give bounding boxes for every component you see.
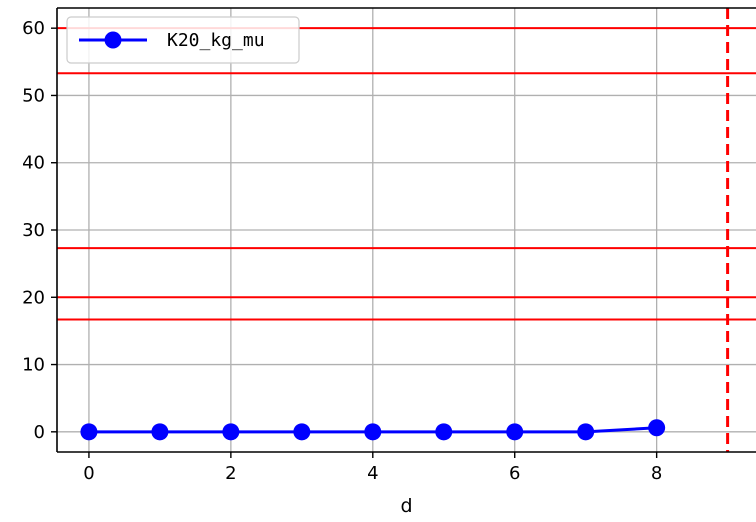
y-tick-label: 50 bbox=[22, 85, 45, 106]
x-tick-label: 0 bbox=[83, 463, 94, 484]
x-tick-label: 2 bbox=[225, 463, 236, 484]
data-point bbox=[506, 423, 524, 441]
y-tick-label: 30 bbox=[22, 220, 45, 241]
y-tick-label: 20 bbox=[22, 287, 45, 308]
y-tick-label: 10 bbox=[22, 355, 45, 376]
y-tick-label: 40 bbox=[22, 153, 45, 174]
data-point bbox=[151, 423, 169, 441]
legend-marker bbox=[104, 31, 122, 49]
legend-label: K20_kg_mu bbox=[167, 30, 265, 51]
data-point bbox=[80, 423, 98, 441]
series-layer bbox=[80, 419, 666, 441]
y-tick-label: 0 bbox=[34, 422, 45, 443]
legend: K20_kg_mu bbox=[66, 16, 300, 64]
x-axis-label: d bbox=[400, 495, 412, 517]
y-tick-label: 60 bbox=[22, 18, 45, 39]
data-point bbox=[222, 423, 240, 441]
legend-box bbox=[66, 16, 300, 64]
reference-lines bbox=[57, 8, 756, 452]
tick-labels: 0 2 4 6 8 0 10 20 30 40 50 60 bbox=[22, 18, 662, 484]
data-point bbox=[435, 423, 453, 441]
x-tick-label: 8 bbox=[651, 463, 662, 484]
data-point bbox=[577, 423, 595, 441]
data-point bbox=[648, 419, 666, 437]
x-tick-label: 4 bbox=[367, 463, 378, 484]
data-point bbox=[364, 423, 382, 441]
data-point bbox=[293, 423, 311, 441]
x-tick-label: 6 bbox=[509, 463, 520, 484]
axes bbox=[51, 7, 756, 458]
